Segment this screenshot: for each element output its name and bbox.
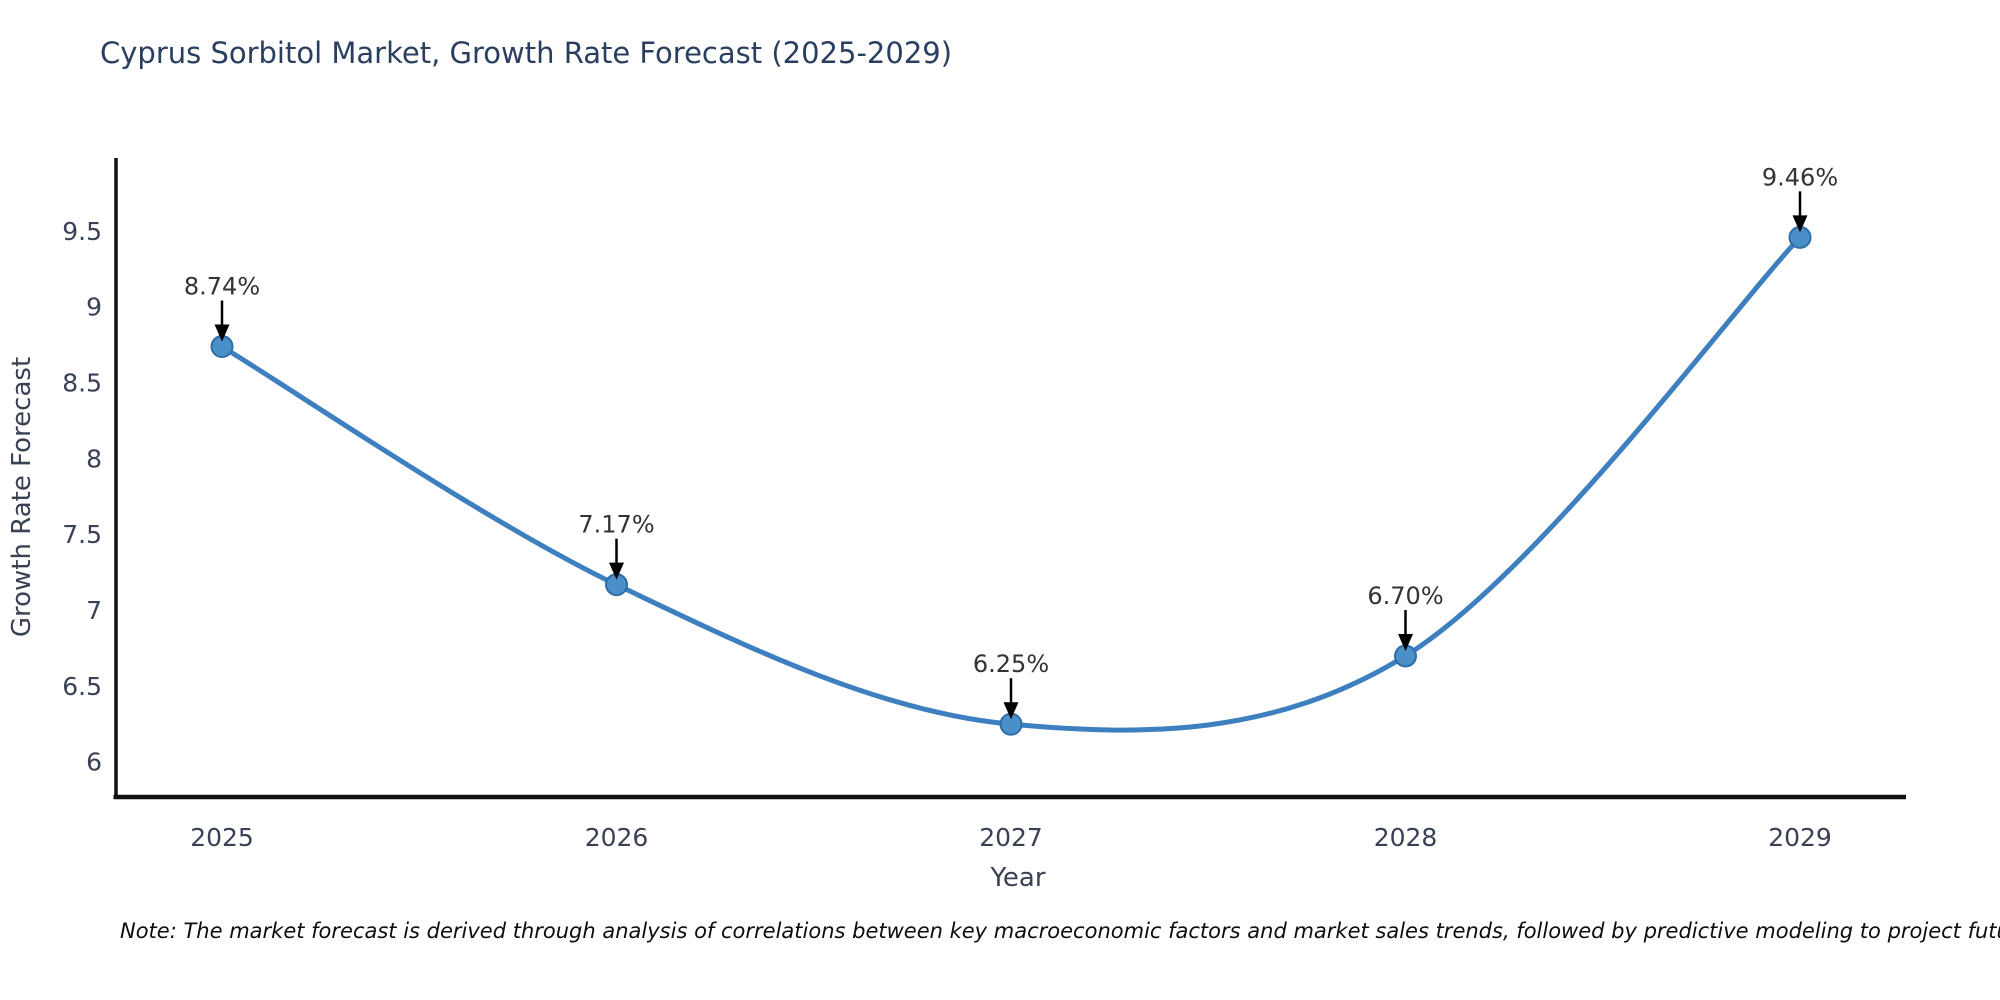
annotation-arrow-head bbox=[1003, 702, 1019, 720]
y-tick-label: 8 bbox=[86, 444, 102, 473]
annotation-arrow-head bbox=[609, 562, 624, 580]
y-tick-label: 7.5 bbox=[62, 520, 102, 549]
data-point-label: 6.25% bbox=[973, 650, 1049, 678]
x-tick-label: 2026 bbox=[585, 823, 649, 852]
chart-title: Cyprus Sorbitol Market, Growth Rate Fore… bbox=[100, 36, 953, 70]
data-point-label: 6.70% bbox=[1367, 582, 1443, 610]
x-tick-label: 2028 bbox=[1374, 823, 1438, 852]
y-tick-label: 9.5 bbox=[62, 217, 102, 246]
y-tick-label: 7 bbox=[86, 596, 102, 625]
annotation-arrow-head bbox=[1792, 215, 1808, 233]
data-point-label: 9.46% bbox=[1762, 163, 1838, 191]
data-point-label: 7.17% bbox=[578, 511, 654, 539]
y-tick-label: 9 bbox=[86, 293, 102, 322]
x-axis-title: Year bbox=[989, 863, 1045, 893]
x-tick-label: 2025 bbox=[190, 823, 254, 852]
data-point-label: 8.74% bbox=[184, 273, 260, 301]
y-tick-label: 8.5 bbox=[62, 368, 102, 397]
y-axis-title: Growth Rate Forecast bbox=[7, 357, 37, 637]
annotation-arrow-head bbox=[214, 324, 230, 342]
annotation-arrow-head bbox=[1398, 633, 1413, 651]
footnote-text: Note: The market forecast is derived thr… bbox=[120, 919, 2000, 943]
x-tick-label: 2029 bbox=[1768, 823, 1832, 852]
y-tick-label: 6.5 bbox=[62, 672, 102, 701]
x-tick-label: 2027 bbox=[979, 823, 1043, 852]
y-tick-label: 6 bbox=[86, 748, 102, 777]
